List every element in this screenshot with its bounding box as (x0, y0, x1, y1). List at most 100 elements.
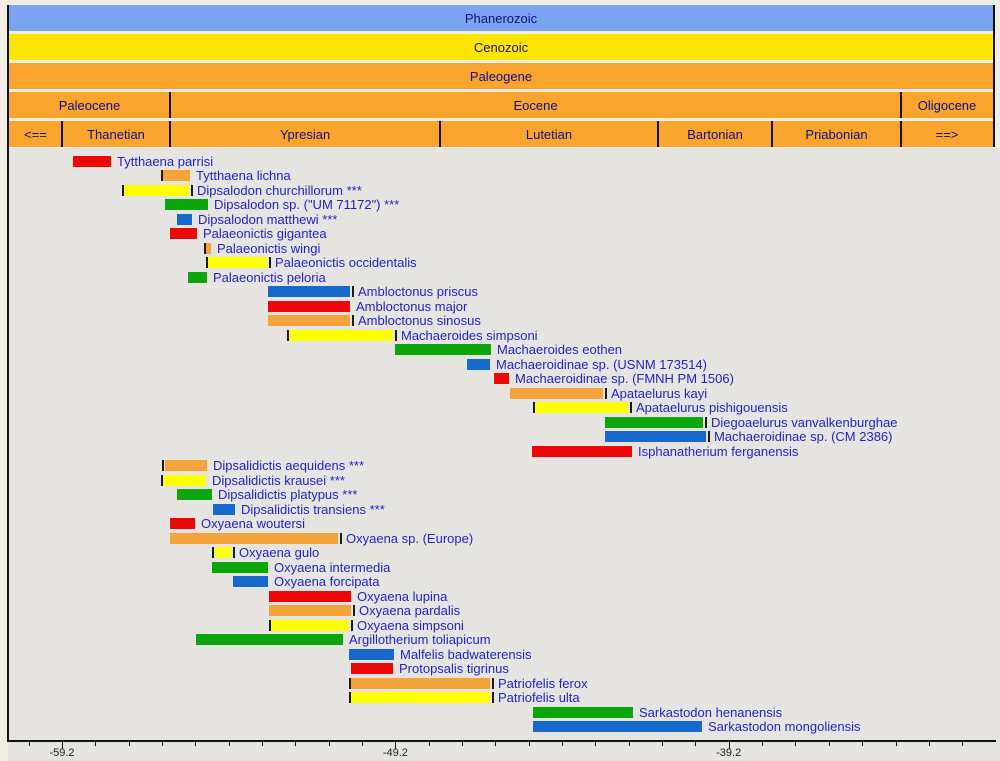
taxon-label[interactable]: Ambloctonus priscus (358, 284, 478, 300)
taxon-label[interactable]: Dipsalidictis platypus *** (218, 487, 358, 503)
taxon-label[interactable]: Dipsalidictis transiens *** (241, 501, 385, 517)
x-axis-minor-tick (328, 742, 330, 746)
taxon-bar (177, 489, 212, 501)
taxon-bar (533, 721, 702, 733)
x-axis-minor-tick (95, 742, 97, 746)
x-axis-major-tick (62, 742, 63, 749)
taxon-label[interactable]: Machaeroides simpsoni (401, 327, 538, 343)
x-axis-tick-label: -59.2 (49, 747, 75, 759)
taxon-label[interactable]: Oxyaena forcipata (274, 574, 380, 590)
x-axis-minor-tick (128, 742, 130, 746)
x-axis-minor-tick (795, 742, 797, 746)
taxon-bar (213, 503, 235, 515)
taxon-label[interactable]: Oxyaena intermedia (274, 559, 391, 575)
x-axis-tick-label: -39.2 (716, 747, 742, 759)
taxon-label[interactable]: Dipsalodon churchillorum *** (197, 182, 362, 198)
taxon-bar (170, 532, 338, 544)
taxon-label[interactable]: Oxyaena sp. (Europe) (346, 530, 474, 546)
taxon-label[interactable]: Isphanatherium ferganensis (638, 443, 799, 459)
taxon-label[interactable]: Argillotherium toliapicum (349, 632, 491, 648)
taxon-label[interactable]: Apataelurus pishigouensis (636, 400, 788, 416)
timescale-cell-eocene[interactable]: Eocene (170, 92, 901, 118)
taxon-label[interactable]: Palaeonictis peloria (213, 269, 326, 285)
taxon-range-mark (122, 184, 124, 196)
taxon-range-mark (212, 547, 214, 559)
x-axis-minor-tick (662, 742, 664, 746)
taxon-label[interactable]: Dipsalidictis krausei *** (212, 472, 345, 488)
taxon-range-mark (287, 329, 289, 341)
x-axis-minor-tick (162, 742, 164, 746)
taxon-range-mark (351, 619, 353, 631)
header-divider (169, 121, 171, 147)
taxon-label[interactable]: Sarkastodon henanensis (639, 704, 783, 720)
taxon-label[interactable]: Palaeonictis occidentalis (275, 255, 417, 271)
x-axis-major-tick (728, 742, 730, 749)
timescale-label: Priabonian (805, 126, 868, 142)
x-axis-minor-tick (595, 742, 597, 746)
taxon-range-mark (161, 474, 163, 486)
taxon-label[interactable]: Ambloctonus sinosus (358, 313, 481, 329)
taxon-label[interactable]: Patriofelis ferox (498, 675, 588, 691)
timescale-cell--[interactable]: ==> (901, 121, 993, 147)
taxon-label[interactable]: Patriofelis ulta (498, 690, 580, 706)
taxon-bar (533, 706, 633, 718)
taxon-label[interactable]: Machaeroidinae sp. (USNM 173514) (496, 356, 707, 372)
taxon-label[interactable]: Oxyaena simpsoni (357, 617, 464, 633)
taxon-range-mark (533, 402, 535, 414)
timescale-cell-paleocene[interactable]: Paleocene (9, 92, 170, 118)
taxon-range-mark (349, 677, 351, 689)
timescale-label: Lutetian (525, 126, 573, 142)
taxon-range-mark (162, 460, 164, 472)
timescale-cell-oligocene[interactable]: Oligocene (901, 92, 993, 118)
timescale-cell-lutetian[interactable]: Lutetian (440, 121, 658, 147)
x-axis-minor-tick (528, 742, 530, 746)
taxon-label[interactable]: Machaeroidinae sp. (CM 2386) (714, 429, 893, 445)
taxon-bar (351, 692, 490, 704)
taxon-label[interactable]: Tytthaena lichna (196, 168, 291, 184)
taxon-label[interactable]: Malfelis badwaterensis (400, 646, 532, 662)
taxon-bar (212, 561, 268, 573)
x-axis-major-tick (395, 742, 397, 749)
taxon-label[interactable]: Machaeroides eothen (497, 342, 623, 358)
taxon-label[interactable]: Palaeonictis wingi (217, 240, 321, 256)
taxon-label[interactable]: Apataelurus kayi (611, 385, 708, 401)
x-axis-minor-tick (695, 742, 697, 746)
taxon-range-mark (349, 692, 351, 704)
timescale-cell-bartonian[interactable]: Bartonian (658, 121, 772, 147)
taxon-label[interactable]: Oxyaena gulo (239, 545, 320, 561)
taxon-bar (605, 431, 706, 443)
taxon-bar (269, 605, 351, 617)
timescale-cell-priabonian[interactable]: Priabonian (772, 121, 901, 147)
x-axis-minor-tick (228, 742, 230, 746)
x-axis-minor-tick (362, 742, 364, 746)
taxon-bar (605, 416, 703, 428)
taxon-label[interactable]: Oxyaena woutersi (201, 516, 306, 532)
x-axis-minor-tick (295, 742, 297, 746)
timescale-cell-cenozoic[interactable]: Cenozoic (9, 34, 993, 60)
taxon-label[interactable]: Oxyaena lupina (357, 588, 448, 604)
taxon-bar (188, 271, 207, 283)
x-axis-minor-tick (928, 742, 930, 746)
timescale-cell-paleogene[interactable]: Paleogene (9, 63, 993, 89)
taxon-label[interactable]: Diegoaelurus vanvalkenburghae (711, 414, 898, 430)
taxon-label[interactable]: Machaeroidinae sp. (FMNH PM 1506) (515, 371, 734, 387)
taxon-label[interactable]: Sarkastodon mongoliensis (708, 719, 861, 735)
taxon-label[interactable]: Dipsalodon sp. ("UM 71172") *** (214, 197, 400, 213)
taxon-label[interactable]: Oxyaena pardalis (359, 603, 461, 619)
timescale-cell-ypresian[interactable]: Ypresian (170, 121, 440, 147)
taxon-label[interactable]: Dipsalidictis aequidens *** (213, 458, 365, 474)
timescale-label: Paleogene (469, 68, 533, 84)
timescale-cell-thanetian[interactable]: Thanetian (62, 121, 170, 147)
taxon-label[interactable]: Palaeonictis gigantea (203, 226, 327, 242)
taxon-label[interactable]: Tytthaena parrisi (117, 154, 214, 169)
timescale-cell--[interactable]: <== (9, 121, 62, 147)
header-divider (439, 121, 441, 147)
taxon-bar (165, 460, 207, 472)
taxon-range-mark (708, 431, 710, 443)
taxon-range-mark (353, 605, 355, 617)
timescale-cell-phanerozoic[interactable]: Phanerozoic (9, 5, 993, 31)
taxon-label[interactable]: Ambloctonus major (356, 298, 468, 314)
taxon-label[interactable]: Protopsalis tigrinus (399, 661, 509, 677)
taxon-bar (170, 228, 197, 240)
taxon-label[interactable]: Dipsalodon matthewi *** (198, 211, 338, 227)
